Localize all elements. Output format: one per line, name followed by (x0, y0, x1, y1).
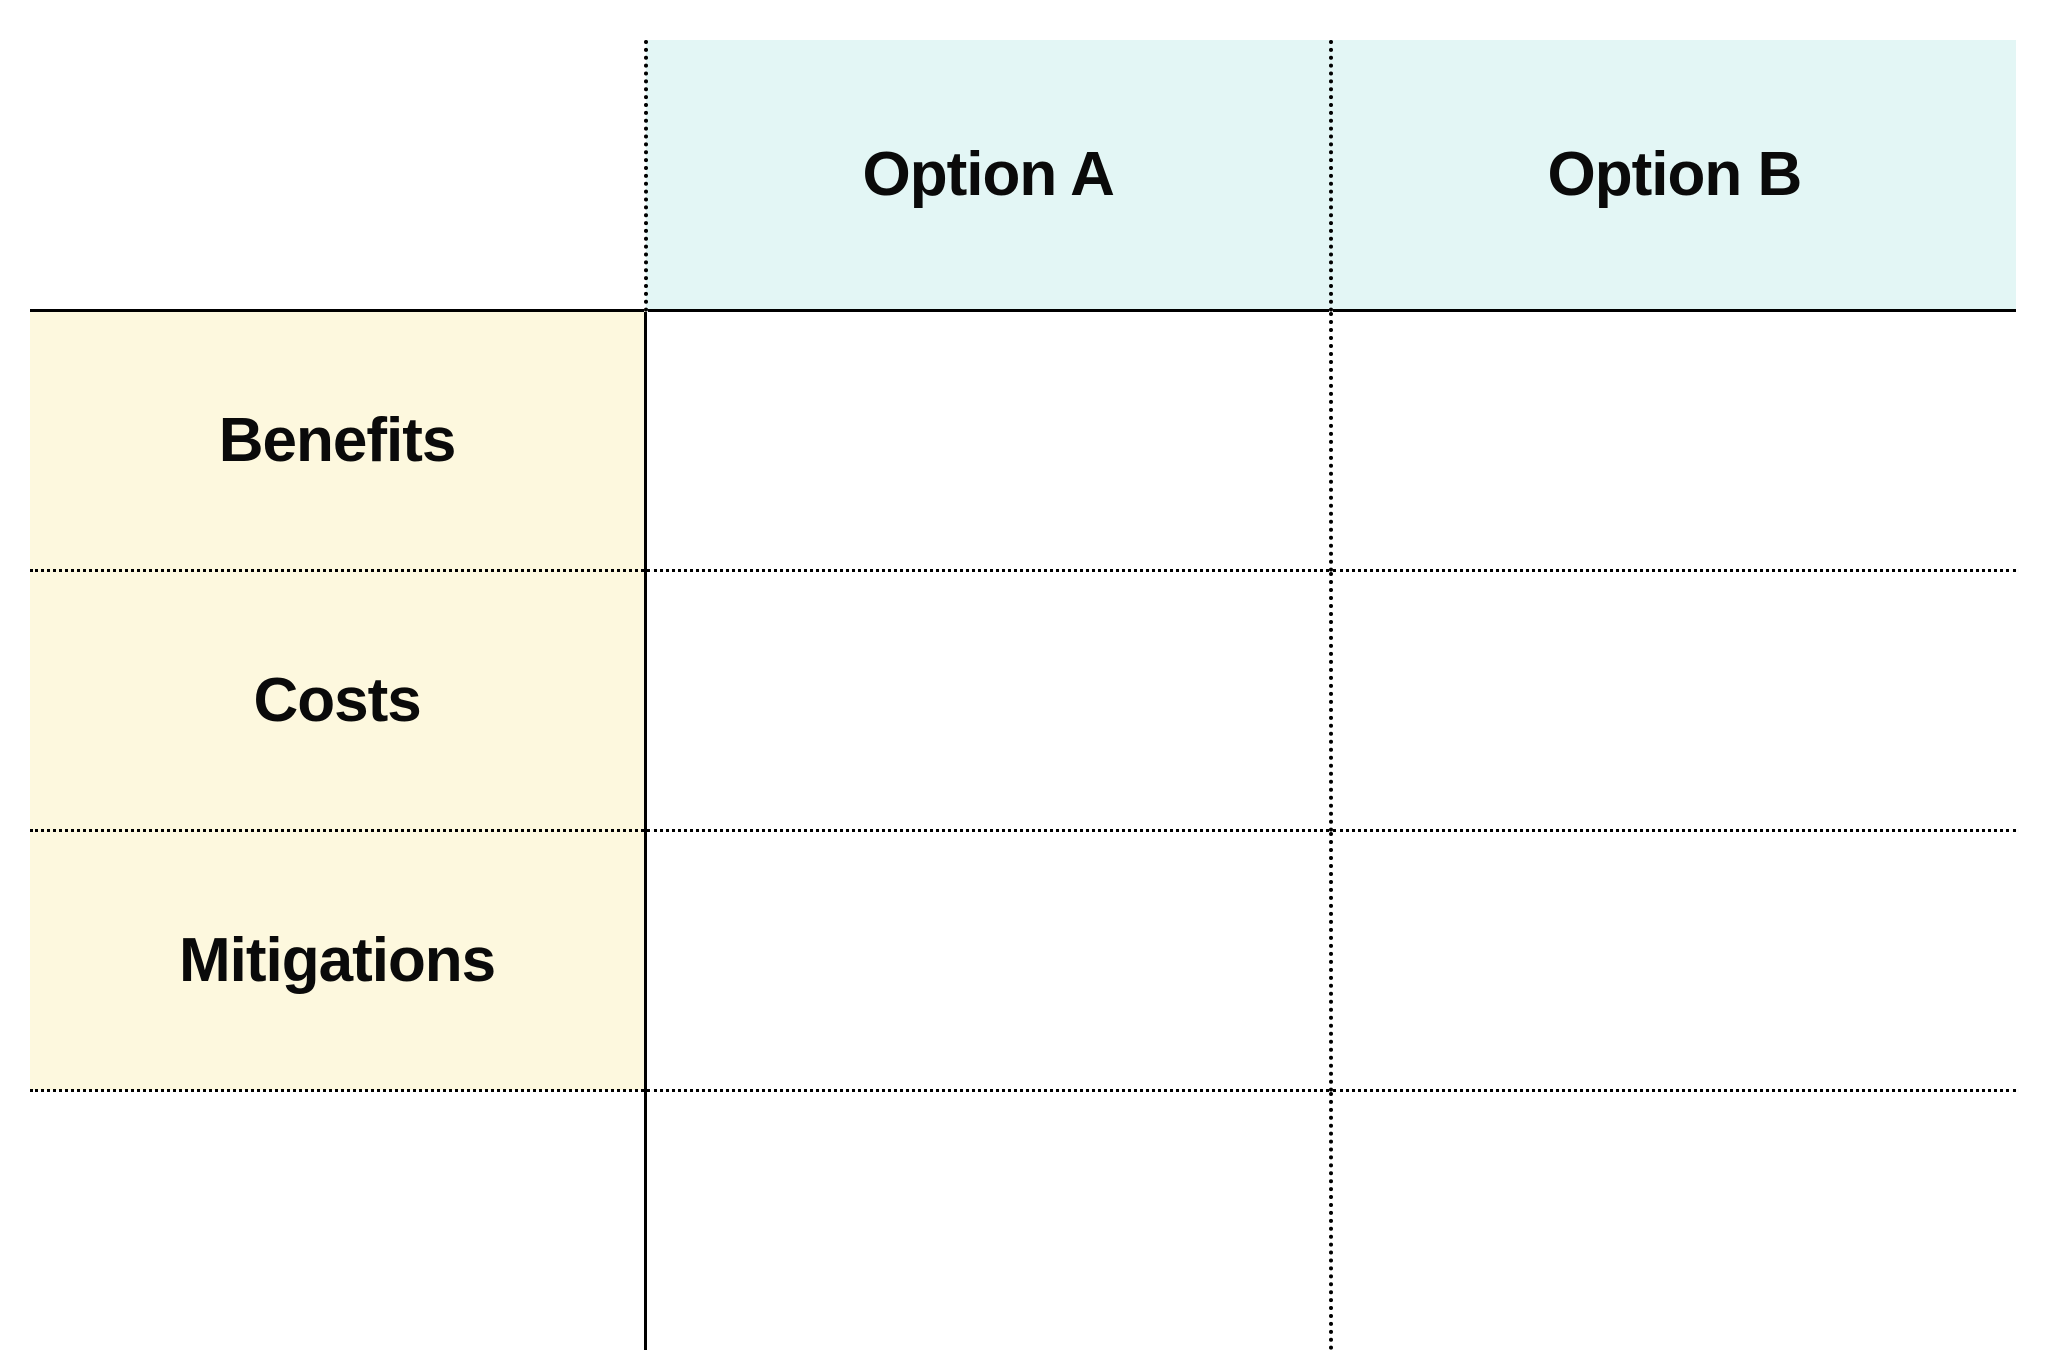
row-mitigations: Mitigations (30, 830, 2016, 1090)
row-costs: Costs (30, 570, 2016, 830)
row-header-costs: Costs (30, 570, 646, 830)
row-spare (30, 1090, 2016, 1350)
cell-costs-option-b (1331, 570, 2016, 830)
cell-spare-option-b (1331, 1090, 2016, 1350)
row-header-benefits: Benefits (30, 310, 646, 570)
header-row: Option A Option B (30, 40, 2016, 310)
column-header-option-b: Option B (1331, 40, 2016, 310)
cell-costs-option-a (646, 570, 1331, 830)
cell-mitigations-option-b (1331, 830, 2016, 1090)
cell-spare-option-a (646, 1090, 1331, 1350)
row-benefits: Benefits (30, 310, 2016, 570)
corner-cell (30, 40, 646, 310)
cell-benefits-option-b (1331, 310, 2016, 570)
matrix-table: Option A Option B Benefits Costs Mitigat… (30, 40, 2016, 1350)
cell-benefits-option-a (646, 310, 1331, 570)
decision-matrix: Option A Option B Benefits Costs Mitigat… (0, 0, 2056, 1351)
row-header-mitigations: Mitigations (30, 830, 646, 1090)
column-header-option-a: Option A (646, 40, 1331, 310)
row-header-spare (30, 1090, 646, 1350)
cell-mitigations-option-a (646, 830, 1331, 1090)
